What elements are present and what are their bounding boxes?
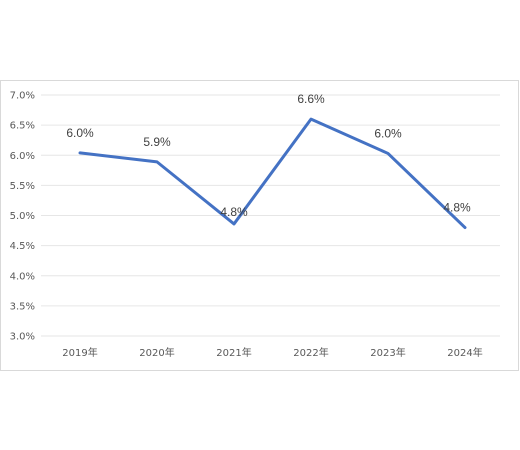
series-line-group <box>78 117 467 230</box>
y-tick-label: 3.0% <box>10 332 35 343</box>
data-label: 5.9% <box>143 135 171 149</box>
gridlines <box>41 94 500 337</box>
chart-frame <box>0 80 519 371</box>
data-label: 4.8% <box>220 205 248 219</box>
x-tick-label: 2023年 <box>370 346 405 359</box>
series-line <box>78 117 467 230</box>
x-tick-label: 2020年 <box>139 346 174 359</box>
y-tick-label: 7.0% <box>10 91 35 102</box>
y-tick-label: 5.0% <box>10 211 35 222</box>
data-label: 6.0% <box>66 126 94 140</box>
y-tick-label: 6.0% <box>10 151 35 162</box>
x-tick-label: 2022年 <box>293 346 328 359</box>
x-tick-label: 2019年 <box>62 346 97 359</box>
x-axis-tick-labels: 2019年 2020年 2021年 2022年 2023年 2024年 <box>62 346 482 359</box>
y-tick-label: 4.5% <box>10 241 35 252</box>
data-labels: 6.0% 5.9% 4.8% 6.6% 6.0% 4.8% <box>66 92 471 219</box>
data-label: 6.0% <box>374 126 402 140</box>
y-axis-tick-labels: 3.0% 3.5% 4.0% 4.5% 5.0% 5.5% 6.0% 6.5% 7.0% <box>10 91 35 343</box>
data-label: 4.8% <box>443 201 471 215</box>
y-tick-label: 3.5% <box>10 301 35 312</box>
x-tick-label: 2021年 <box>216 346 251 359</box>
x-tick-label: 2024年 <box>447 346 482 359</box>
y-tick-label: 5.5% <box>10 181 35 192</box>
y-tick-label: 4.0% <box>10 271 35 282</box>
data-label: 6.6% <box>297 92 325 106</box>
y-tick-label: 6.5% <box>10 121 35 132</box>
